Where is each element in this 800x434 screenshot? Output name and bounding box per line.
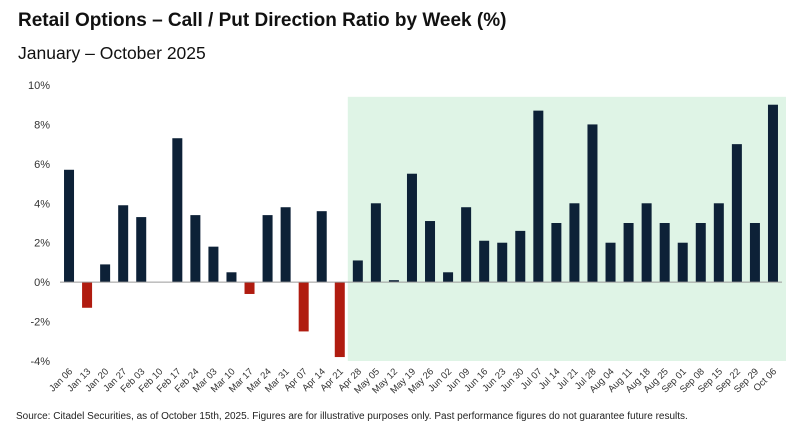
bar — [641, 203, 652, 283]
bar — [82, 282, 93, 308]
bar — [569, 203, 580, 283]
bar — [767, 104, 778, 283]
bar — [118, 205, 129, 283]
bar — [334, 282, 345, 358]
bar — [406, 173, 417, 283]
bar — [208, 246, 219, 283]
bar — [533, 110, 544, 283]
y-tick-label: 10% — [28, 80, 50, 92]
bar — [226, 272, 237, 283]
y-tick-label: -2% — [30, 317, 50, 329]
y-tick-label: 0% — [34, 277, 50, 289]
y-tick-label: 6% — [34, 159, 50, 171]
bar — [425, 221, 436, 283]
chart-subtitle: January – October 2025 — [18, 43, 206, 63]
bar — [497, 242, 508, 283]
bar — [551, 223, 562, 283]
bar — [244, 282, 255, 294]
bar — [388, 280, 399, 283]
bar — [731, 144, 742, 283]
bar — [172, 138, 183, 283]
y-tick-label: 8% — [34, 119, 50, 131]
bar — [298, 282, 309, 332]
source-note: Source: Citadel Securities, as of Octobe… — [16, 411, 688, 422]
bar — [100, 264, 111, 283]
bar — [443, 272, 454, 283]
bar — [64, 169, 75, 283]
bar — [316, 211, 327, 283]
bar — [461, 207, 472, 283]
chart-title: Retail Options – Call / Put Direction Ra… — [18, 10, 507, 31]
y-tick-label: -4% — [30, 356, 50, 368]
bar — [515, 230, 526, 283]
bar — [605, 242, 616, 283]
bar — [280, 207, 291, 283]
bar — [479, 240, 490, 283]
bar — [659, 223, 670, 283]
y-tick-label: 4% — [34, 198, 50, 210]
highlight-region — [347, 96, 786, 361]
bar — [587, 124, 598, 283]
bar — [262, 215, 273, 283]
bar — [695, 223, 706, 283]
bar — [749, 223, 760, 283]
bar — [370, 203, 381, 283]
bar — [677, 242, 688, 283]
bar — [136, 217, 147, 283]
bar — [713, 203, 724, 283]
bar — [623, 223, 634, 283]
y-tick-label: 2% — [34, 238, 50, 250]
bar — [190, 215, 201, 283]
bar — [352, 260, 363, 283]
